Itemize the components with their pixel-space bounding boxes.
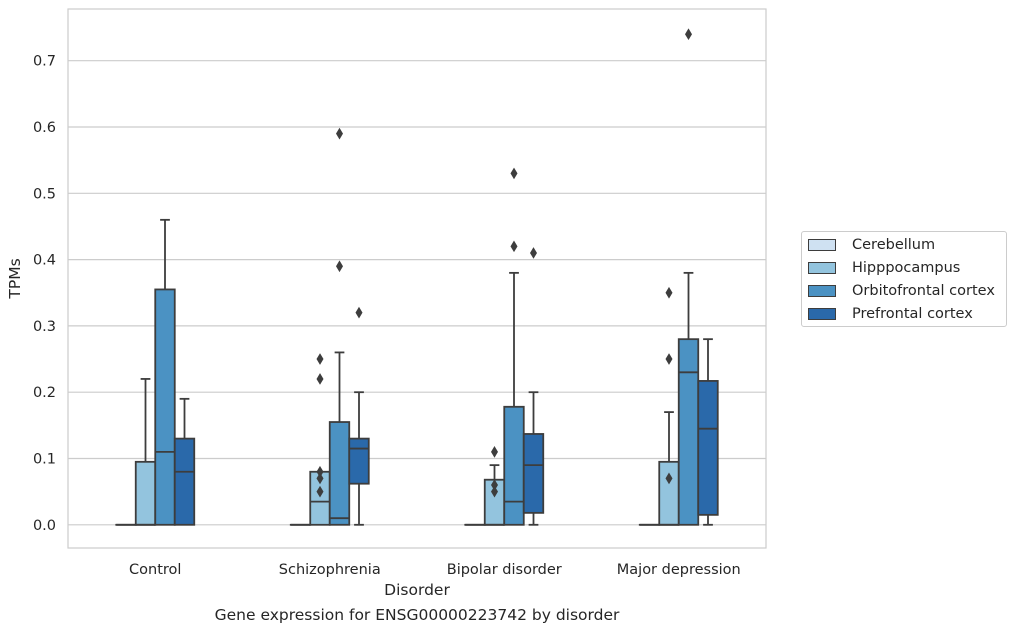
y-axis-label: TPMs xyxy=(6,258,24,299)
box-group xyxy=(522,247,545,526)
outlier-point xyxy=(510,240,518,253)
outlier-point xyxy=(530,247,537,259)
y-tick-label: 0.0 xyxy=(33,518,56,534)
outlier-point xyxy=(355,306,363,319)
outlier-point xyxy=(491,446,498,458)
legend-swatch-hippocampus xyxy=(808,262,836,274)
legend-item-orbitofrontal-cortex: Orbitofrontal cortex xyxy=(808,281,995,301)
box-group xyxy=(173,397,196,526)
outlier-point xyxy=(510,167,518,180)
y-tick-label: 0.7 xyxy=(33,54,56,70)
y-tick-label: 0.5 xyxy=(33,186,56,202)
legend-label-prefrontal-cortex: Prefrontal cortex xyxy=(852,306,973,322)
y-tick-label: 0.4 xyxy=(33,253,56,269)
x-tick-label: Control xyxy=(129,562,181,578)
box xyxy=(154,288,176,526)
legend-swatch-prefrontal-cortex xyxy=(808,308,836,320)
box-group xyxy=(677,28,700,526)
outlier-point xyxy=(316,373,324,385)
box xyxy=(173,437,196,526)
box-group xyxy=(483,446,506,526)
box-group xyxy=(697,338,719,526)
plot-frame xyxy=(67,8,767,549)
box-group xyxy=(328,127,351,526)
box xyxy=(503,405,525,526)
x-tick-label: Major depression xyxy=(617,562,741,578)
outlier-point xyxy=(665,286,673,299)
box xyxy=(658,460,680,526)
legend: Cerebellum Hipppocampus Orbitofrontal co… xyxy=(801,231,1007,327)
legend-item-cerebellum: Cerebellum xyxy=(808,235,935,255)
y-tick-label: 0.1 xyxy=(33,451,56,467)
outlier-point xyxy=(336,260,343,273)
box xyxy=(328,421,351,526)
y-tick-label: 0.3 xyxy=(33,319,56,335)
outlier-point xyxy=(336,127,343,140)
box xyxy=(697,380,719,516)
outlier-point xyxy=(685,28,692,41)
legend-label-cerebellum: Cerebellum xyxy=(852,237,936,253)
outlier-point xyxy=(665,472,673,485)
box xyxy=(134,460,157,526)
legend-label-orbitofrontal-cortex: Orbitofrontal cortex xyxy=(852,283,995,299)
legend-swatch-cerebellum xyxy=(808,239,836,251)
box-group xyxy=(134,378,157,526)
box xyxy=(522,433,545,514)
box-group xyxy=(503,167,525,526)
x-tick-label: Schizophrenia xyxy=(279,562,381,578)
outlier-point xyxy=(491,485,498,498)
box-group xyxy=(658,286,680,526)
outlier-point xyxy=(665,353,673,365)
box-group xyxy=(348,306,370,526)
y-tick-label: 0.6 xyxy=(33,120,56,136)
legend-label-hippocampus: Hipppocampus xyxy=(852,260,961,276)
box xyxy=(677,338,700,526)
figure-caption: Gene expression for ENSG00000223742 by d… xyxy=(214,606,620,624)
x-axis-label: Disorder xyxy=(384,581,450,599)
y-tick-label: 0.2 xyxy=(33,385,56,401)
axes: 0.0 0.1 0.2 0.3 0.4 0.5 0.6 0.7 Control Schizophr… xyxy=(33,54,741,578)
legend-item-prefrontal-cortex: Prefrontal cortex xyxy=(808,304,973,324)
x-tick-label: Bipolar disorder xyxy=(447,562,562,578)
outlier-point xyxy=(316,353,324,365)
box-group xyxy=(154,218,176,526)
outlier-point xyxy=(316,472,324,485)
box xyxy=(348,437,370,485)
box-group xyxy=(309,353,331,526)
outlier-point xyxy=(316,485,324,498)
boxes xyxy=(115,28,719,526)
legend-item-hippocampus: Hipppocampus xyxy=(808,258,960,278)
legend-swatch-orbitofrontal-cortex xyxy=(808,285,836,297)
